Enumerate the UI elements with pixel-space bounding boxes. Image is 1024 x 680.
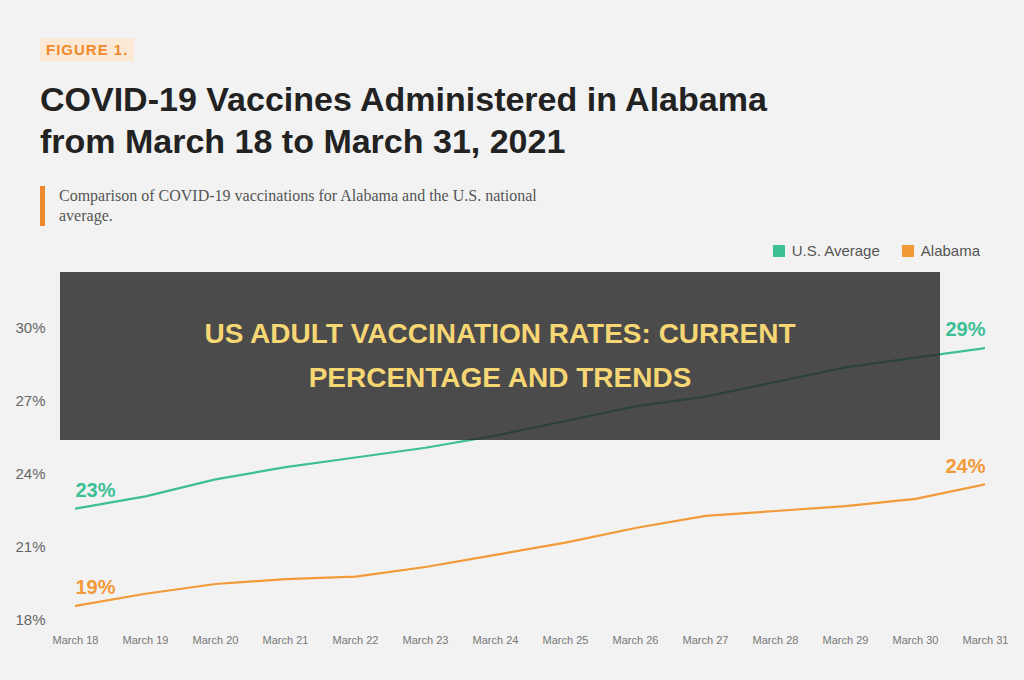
svg-text:24%: 24% [15,465,45,482]
svg-text:March 26: March 26 [613,634,659,646]
html-text:Comparison of COVID-19 vaccina: Comparison of COVID-19 vaccinations for … [59,187,537,224]
svg-text:29%: 29% [945,318,985,340]
svg-text:March 24: March 24 [473,634,519,646]
svg-text:23%: 23% [76,479,116,501]
svg-text:March 30: March 30 [893,634,939,646]
svg-text:24%: 24% [945,455,985,477]
svg-text:March 28: March 28 [753,634,799,646]
svg-text:March 27: March 27 [683,634,729,646]
svg-text:18%: 18% [15,611,45,628]
html-text:FIGURE 1.: FIGURE 1. [46,41,129,58]
svg-text:27%: 27% [15,392,45,409]
svg-text:March 29: March 29 [823,634,869,646]
svg-text:March 21: March 21 [263,634,309,646]
html-text:COVID-19 Vaccines Administered: COVID-19 Vaccines Administered in Alabam… [40,80,767,160]
svg-text:March 18: March 18 [53,634,99,646]
html-text:Alabama: Alabama [920,242,980,259]
svg-text:March 22: March 22 [333,634,379,646]
svg-text:30%: 30% [15,319,45,336]
html-text:US ADULT VACCINATION RATES: CU: US ADULT VACCINATION RATES: CURRENT PERC… [204,318,796,393]
svg-text:March 25: March 25 [543,634,589,646]
svg-text:March 20: March 20 [193,634,239,646]
svg-text:19%: 19% [76,576,116,598]
html-text:U.S. Average: U.S. Average [791,242,880,259]
svg-text:21%: 21% [15,538,45,555]
svg-text:March 19: March 19 [123,634,169,646]
svg-text:March 23: March 23 [403,634,449,646]
svg-text:March 31: March 31 [963,634,1009,646]
